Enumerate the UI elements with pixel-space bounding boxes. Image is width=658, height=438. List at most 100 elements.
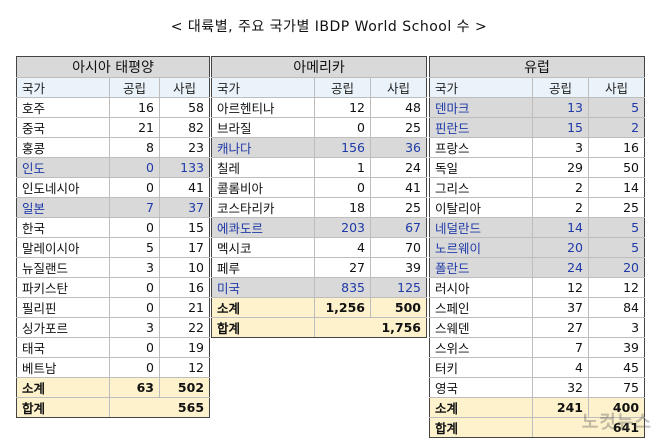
- country-name: 아르헨티나: [211, 97, 315, 118]
- column-header-private: 사립: [587, 77, 646, 98]
- column-header-row: 국가 공립 사립: [211, 77, 427, 98]
- page-title: < 대륙별, 주요 국가별 IBDP World School 수 >: [170, 19, 488, 35]
- public-count: 0: [109, 177, 160, 198]
- table-row: 중국 21 82: [16, 117, 211, 138]
- public-count: 3: [109, 317, 160, 338]
- public-count: 4: [532, 357, 589, 378]
- country-name: 페루: [211, 257, 315, 278]
- total-value: 1,756: [314, 317, 427, 338]
- table-row: 독일 29 50: [429, 157, 646, 178]
- country-name: 노르웨이: [429, 237, 533, 258]
- table-row: 태국 0 19: [16, 337, 211, 358]
- public-count: 4: [314, 237, 371, 258]
- private-count: 67: [370, 217, 427, 238]
- table-row: 호주 16 58: [16, 97, 211, 118]
- private-count: 21: [158, 297, 211, 318]
- private-count: 10: [158, 257, 211, 278]
- private-count: 84: [587, 297, 646, 318]
- watermark-logo: 노컷뉴스: [581, 412, 652, 433]
- table-row: 미국 835 125: [211, 277, 427, 298]
- public-count: 0: [109, 157, 160, 178]
- table-row: 그리스 2 14: [429, 177, 646, 198]
- private-count: 12: [158, 357, 211, 378]
- column-header-row: 국가 공립 사립: [429, 77, 646, 98]
- country-name: 러시아: [429, 277, 533, 298]
- country-name: 코스타리카: [211, 197, 315, 218]
- country-name: 프랑스: [429, 137, 533, 158]
- country-name: 네덜란드: [429, 217, 533, 238]
- country-name: 필리핀: [16, 297, 110, 318]
- country-name: 영국: [429, 377, 533, 398]
- public-count: 37: [532, 297, 589, 318]
- public-count: 0: [109, 297, 160, 318]
- column-header-public: 공립: [532, 77, 589, 98]
- table-row: 칠레 1 24: [211, 157, 427, 178]
- public-count: 203: [314, 217, 371, 238]
- country-name: 핀란드: [429, 117, 533, 138]
- public-count: 29: [532, 157, 589, 178]
- column-header-row: 국가 공립 사립: [16, 77, 211, 98]
- asia-pacific-table: 아시아 태평양 국가 공립 사립 호주 16 58 중국 21 82 홍콩 8 23 인도 0 133 인도네시…: [15, 56, 211, 418]
- public-count: 1: [314, 157, 371, 178]
- country-name: 중국: [16, 117, 110, 138]
- country-name: 스웨덴: [429, 317, 533, 338]
- public-count: 7: [109, 197, 160, 218]
- region-name: 아메리카: [211, 56, 427, 78]
- table-row: 아르헨티나 12 48: [211, 97, 427, 118]
- private-count: 19: [158, 337, 211, 358]
- public-count: 3: [109, 257, 160, 278]
- country-name: 터키: [429, 357, 533, 378]
- private-count: 5: [587, 237, 646, 258]
- total-row: 합계 641: [429, 417, 646, 438]
- table-row: 콜롬비아 0 41: [211, 177, 427, 198]
- table-row: 브라질 0 25: [211, 117, 427, 138]
- country-name: 호주: [16, 97, 110, 118]
- private-count: 25: [370, 117, 427, 138]
- country-name: 일본: [16, 197, 110, 218]
- country-name: 홍콩: [16, 137, 110, 158]
- region-name: 아시아 태평양: [15, 56, 211, 78]
- table-row: 베트남 0 12: [16, 357, 211, 378]
- country-name: 덴마크: [429, 97, 533, 118]
- country-name: 뉴질랜드: [16, 257, 110, 278]
- table-row: 말레이시아 5 17: [16, 237, 211, 258]
- public-count: 12: [532, 277, 589, 298]
- region-header: 유럽: [428, 56, 646, 78]
- private-count: 12: [587, 277, 646, 298]
- private-count: 25: [587, 197, 646, 218]
- column-header-country: 국가: [429, 77, 533, 98]
- subtotal-label: 소계: [429, 397, 533, 418]
- column-header-public: 공립: [109, 77, 160, 98]
- public-count: 21: [109, 117, 160, 138]
- public-count: 0: [314, 177, 371, 198]
- country-name: 싱가포르: [16, 317, 110, 338]
- country-name: 캐나다: [211, 137, 315, 158]
- public-count: 12: [314, 97, 371, 118]
- subtotal-private: 400: [587, 397, 646, 418]
- country-name: 이탈리아: [429, 197, 533, 218]
- private-count: 15: [158, 217, 211, 238]
- public-count: 16: [109, 97, 160, 118]
- table-row: 덴마크 13 5: [429, 97, 646, 118]
- subtotal-private: 500: [370, 297, 427, 318]
- table-row: 폴란드 24 20: [429, 257, 646, 278]
- public-count: 27: [314, 257, 371, 278]
- subtotal-row: 소계 63 502: [16, 377, 211, 398]
- public-count: 18: [314, 197, 371, 218]
- private-count: 45: [587, 357, 646, 378]
- private-count: 22: [158, 317, 211, 338]
- country-name: 칠레: [211, 157, 315, 178]
- country-name: 파키스탄: [16, 277, 110, 298]
- table-row: 싱가포르 3 22: [16, 317, 211, 338]
- private-count: 14: [587, 177, 646, 198]
- public-count: 7: [532, 337, 589, 358]
- column-header-public: 공립: [314, 77, 371, 98]
- private-count: 39: [370, 257, 427, 278]
- column-header-private: 사립: [370, 77, 427, 98]
- private-count: 125: [370, 277, 427, 298]
- total-row: 합계 1,756: [211, 317, 427, 338]
- country-name: 인도네시아: [16, 177, 110, 198]
- private-count: 25: [370, 197, 427, 218]
- public-count: 0: [109, 277, 160, 298]
- table-row: 코스타리카 18 25: [211, 197, 427, 218]
